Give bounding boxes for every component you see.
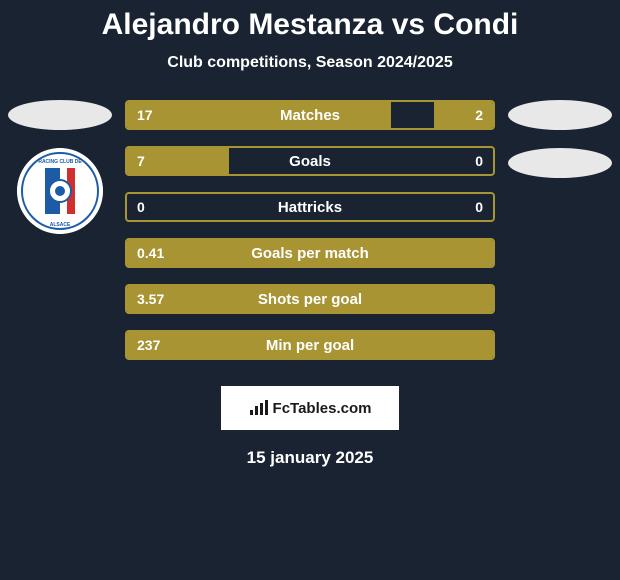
- stat-label: Matches: [127, 107, 493, 124]
- player-left-club-crest-icon: RACING CLUB DE ALSACE: [17, 148, 103, 234]
- right-player-badges: [508, 100, 612, 178]
- stat-row: 0.41Goals per match: [125, 238, 495, 268]
- stat-row: 237Min per goal: [125, 330, 495, 360]
- stat-row: 0Hattricks0: [125, 192, 495, 222]
- stat-label: Goals: [127, 153, 493, 170]
- player-right-oval-icon-1: [508, 100, 612, 130]
- stat-row: 17Matches2: [125, 100, 495, 130]
- subtitle: Club competitions, Season 2024/2025: [167, 54, 452, 72]
- stat-row: 7Goals0: [125, 146, 495, 176]
- stat-label: Shots per goal: [127, 291, 493, 308]
- stat-row: 3.57Shots per goal: [125, 284, 495, 314]
- svg-text:ALSACE: ALSACE: [50, 222, 71, 228]
- date-line: 15 january 2025: [247, 448, 374, 468]
- stat-right-value: 2: [475, 107, 483, 123]
- svg-text:RACING CLUB DE: RACING CLUB DE: [38, 159, 82, 165]
- left-player-badges: RACING CLUB DE ALSACE: [8, 100, 112, 234]
- branding-badge: FcTables.com: [221, 386, 399, 430]
- stat-right-value: 0: [475, 153, 483, 169]
- stat-right-value: 0: [475, 199, 483, 215]
- stat-label: Min per goal: [127, 337, 493, 354]
- stat-label: Goals per match: [127, 245, 493, 262]
- player-left-oval-icon: [8, 100, 112, 130]
- stats-area: RACING CLUB DE ALSACE 17Matches27Goals00…: [0, 100, 620, 360]
- player-right-oval-icon-2: [508, 148, 612, 178]
- branding-text: FcTables.com: [273, 400, 372, 417]
- stat-bars: 17Matches27Goals00Hattricks00.41Goals pe…: [125, 100, 495, 360]
- branding-chart-icon: [249, 400, 269, 416]
- stat-label: Hattricks: [127, 199, 493, 216]
- page-title: Alejandro Mestanza vs Condi: [102, 8, 519, 42]
